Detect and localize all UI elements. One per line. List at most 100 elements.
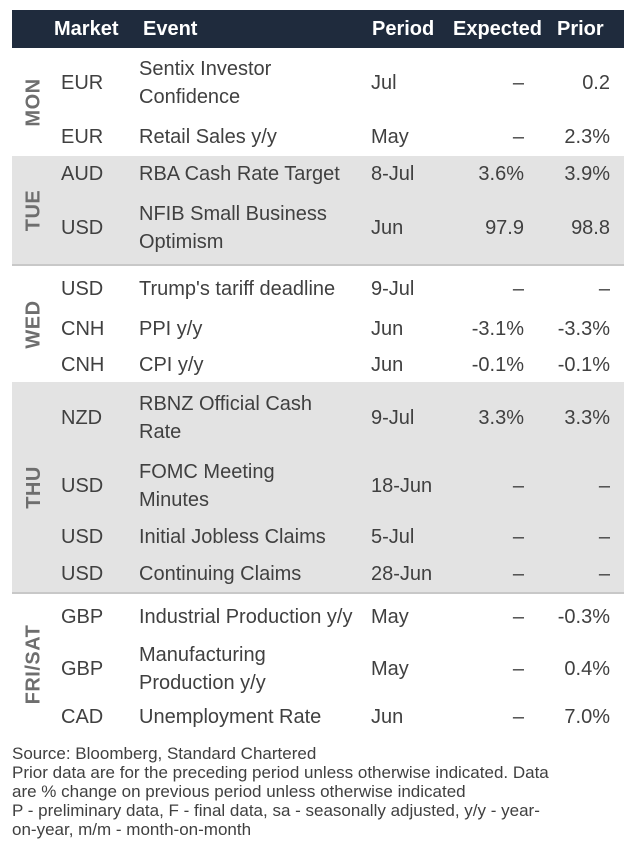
event-cell: RBA Cash Rate Target (139, 156, 340, 192)
footer-note-line: Prior data are for the preceding period … (12, 763, 549, 782)
table-row: EUR Sentix Investor Confidence Jul – 0.2 (12, 48, 624, 118)
header-market: Market (54, 18, 119, 40)
prior-cell: 7.0% (564, 705, 610, 728)
event-line: Retail Sales y/y (139, 126, 277, 148)
table-header: Market Event Period Expected Prior (12, 10, 624, 48)
table-row: USD NFIB Small Business Optimism Jun 97.9 98.… (12, 192, 624, 264)
table-row: CAD Unemployment Rate Jun – 7.0% (12, 698, 624, 736)
expected-cell: – (512, 705, 524, 728)
expected-cell: 97.9 (485, 216, 524, 239)
prior-cell: 2.3% (564, 125, 610, 148)
event-line: Production y/y (139, 672, 266, 694)
event-cell: FOMC Meeting Minutes (139, 454, 275, 518)
market-cell: CNH (61, 353, 105, 376)
period-cell: 8-Jul (371, 162, 415, 185)
period-cell: Jun (371, 353, 404, 376)
day-group-tue: TUE AUD RBA Cash Rate Target 8-Jul 3.6% 3.9% U… (12, 156, 624, 264)
expected-cell: -3.1% (471, 317, 524, 340)
event-line: Initial Jobless Claims (139, 526, 326, 548)
expected-cell: – (512, 657, 524, 680)
period-cell: May (371, 125, 409, 148)
table-row: USD FOMC Meeting Minutes 18-Jun – – (12, 454, 624, 518)
event-line: PPI y/y (139, 318, 203, 340)
market-cell: GBP (61, 605, 104, 628)
prior-cell: -0.1% (557, 353, 610, 376)
event-line: RBNZ Official Cash (139, 393, 313, 415)
period-cell: May (371, 605, 409, 628)
expected-cell: – (512, 277, 524, 300)
market-cell: EUR (61, 71, 104, 94)
event-cell: Initial Jobless Claims (139, 518, 326, 556)
market-cell: CNH (61, 317, 105, 340)
market-cell: EUR (61, 125, 104, 148)
period-cell: Jun (371, 705, 404, 728)
table-row: USD Continuing Claims 28-Jun – – (12, 556, 624, 592)
expected-cell: – (512, 525, 524, 548)
market-cell: GBP (61, 657, 104, 680)
header-event: Event (143, 18, 198, 40)
event-line: Sentix Investor (139, 58, 272, 80)
period-cell: 28-Jun (371, 562, 433, 585)
table-row: CNH CPI y/y Jun -0.1% -0.1% (12, 346, 624, 384)
table-row: AUD RBA Cash Rate Target 8-Jul 3.6% 3.9% (12, 156, 624, 192)
day-group-wed: WED USD Trump's tariff deadline 9-Jul – – CNH P… (12, 264, 624, 382)
expected-cell: – (512, 125, 524, 148)
prior-cell: -0.3% (557, 605, 610, 628)
event-line: CPI y/y (139, 354, 204, 376)
period-cell: Jun (371, 317, 404, 340)
period-cell: 9-Jul (371, 406, 415, 429)
event-cell: Continuing Claims (139, 556, 301, 592)
prior-cell: – (598, 562, 610, 585)
event-line: Minutes (139, 489, 210, 511)
market-cell: AUD (61, 162, 104, 185)
table-row: NZD RBNZ Official Cash Rate 9-Jul 3.3% 3.3% (12, 382, 624, 454)
event-cell: Manufacturing Production y/y (139, 640, 266, 698)
market-cell: USD (61, 277, 104, 300)
expected-cell: -0.1% (471, 353, 524, 376)
table-row: USD Trump's tariff deadline 9-Jul – – (12, 266, 624, 312)
event-line: Optimism (139, 231, 224, 253)
prior-cell: -3.3% (557, 317, 610, 340)
market-cell: CAD (61, 705, 104, 728)
event-cell: Industrial Production y/y (139, 594, 352, 640)
expected-cell: – (512, 71, 524, 94)
table-row: EUR Retail Sales y/y May – 2.3% (12, 118, 624, 156)
event-line: Industrial Production y/y (139, 606, 353, 628)
event-cell: NFIB Small Business Optimism (139, 192, 327, 264)
period-cell: 5-Jul (371, 525, 415, 548)
table-row: USD Initial Jobless Claims 5-Jul – – (12, 518, 624, 556)
prior-cell: – (598, 525, 610, 548)
event-line: Confidence (139, 86, 241, 108)
header-expected: Expected (453, 18, 542, 40)
period-cell: Jul (371, 71, 397, 94)
period-cell: May (371, 657, 409, 680)
expected-cell: – (512, 605, 524, 628)
expected-cell: 3.3% (478, 406, 524, 429)
prior-cell: – (598, 474, 610, 497)
header-period: Period (372, 18, 435, 40)
period-cell: 9-Jul (371, 277, 415, 300)
event-line: Trump's tariff deadline (139, 278, 336, 300)
prior-cell: 3.3% (564, 406, 610, 429)
event-cell: PPI y/y (139, 312, 202, 346)
table-row: CNH PPI y/y Jun -3.1% -3.3% (12, 312, 624, 346)
event-line: FOMC Meeting (139, 461, 275, 483)
prior-cell: 3.9% (564, 162, 610, 185)
event-line: NFIB Small Business (139, 203, 327, 225)
event-cell: RBNZ Official Cash Rate (139, 382, 312, 454)
event-cell: CPI y/y (139, 346, 203, 384)
event-line: Continuing Claims (139, 563, 302, 585)
market-cell: USD (61, 216, 104, 239)
header-prior: Prior (557, 18, 604, 40)
table-row: GBP Industrial Production y/y May – -0.3% (12, 594, 624, 640)
market-cell: USD (61, 562, 104, 585)
footer-notes: Source: Bloomberg, Standard Chartered Pr… (12, 744, 624, 839)
event-line: Rate (139, 421, 182, 443)
footer-note-line: are % change on previous period unless o… (12, 782, 466, 801)
footer-note-line: P - preliminary data, F - final data, sa… (12, 801, 540, 820)
period-cell: 18-Jun (371, 474, 433, 497)
period-cell: Jun (371, 216, 404, 239)
prior-cell: 0.2 (582, 71, 610, 94)
event-line: Unemployment Rate (139, 706, 322, 728)
market-cell: NZD (61, 406, 103, 429)
